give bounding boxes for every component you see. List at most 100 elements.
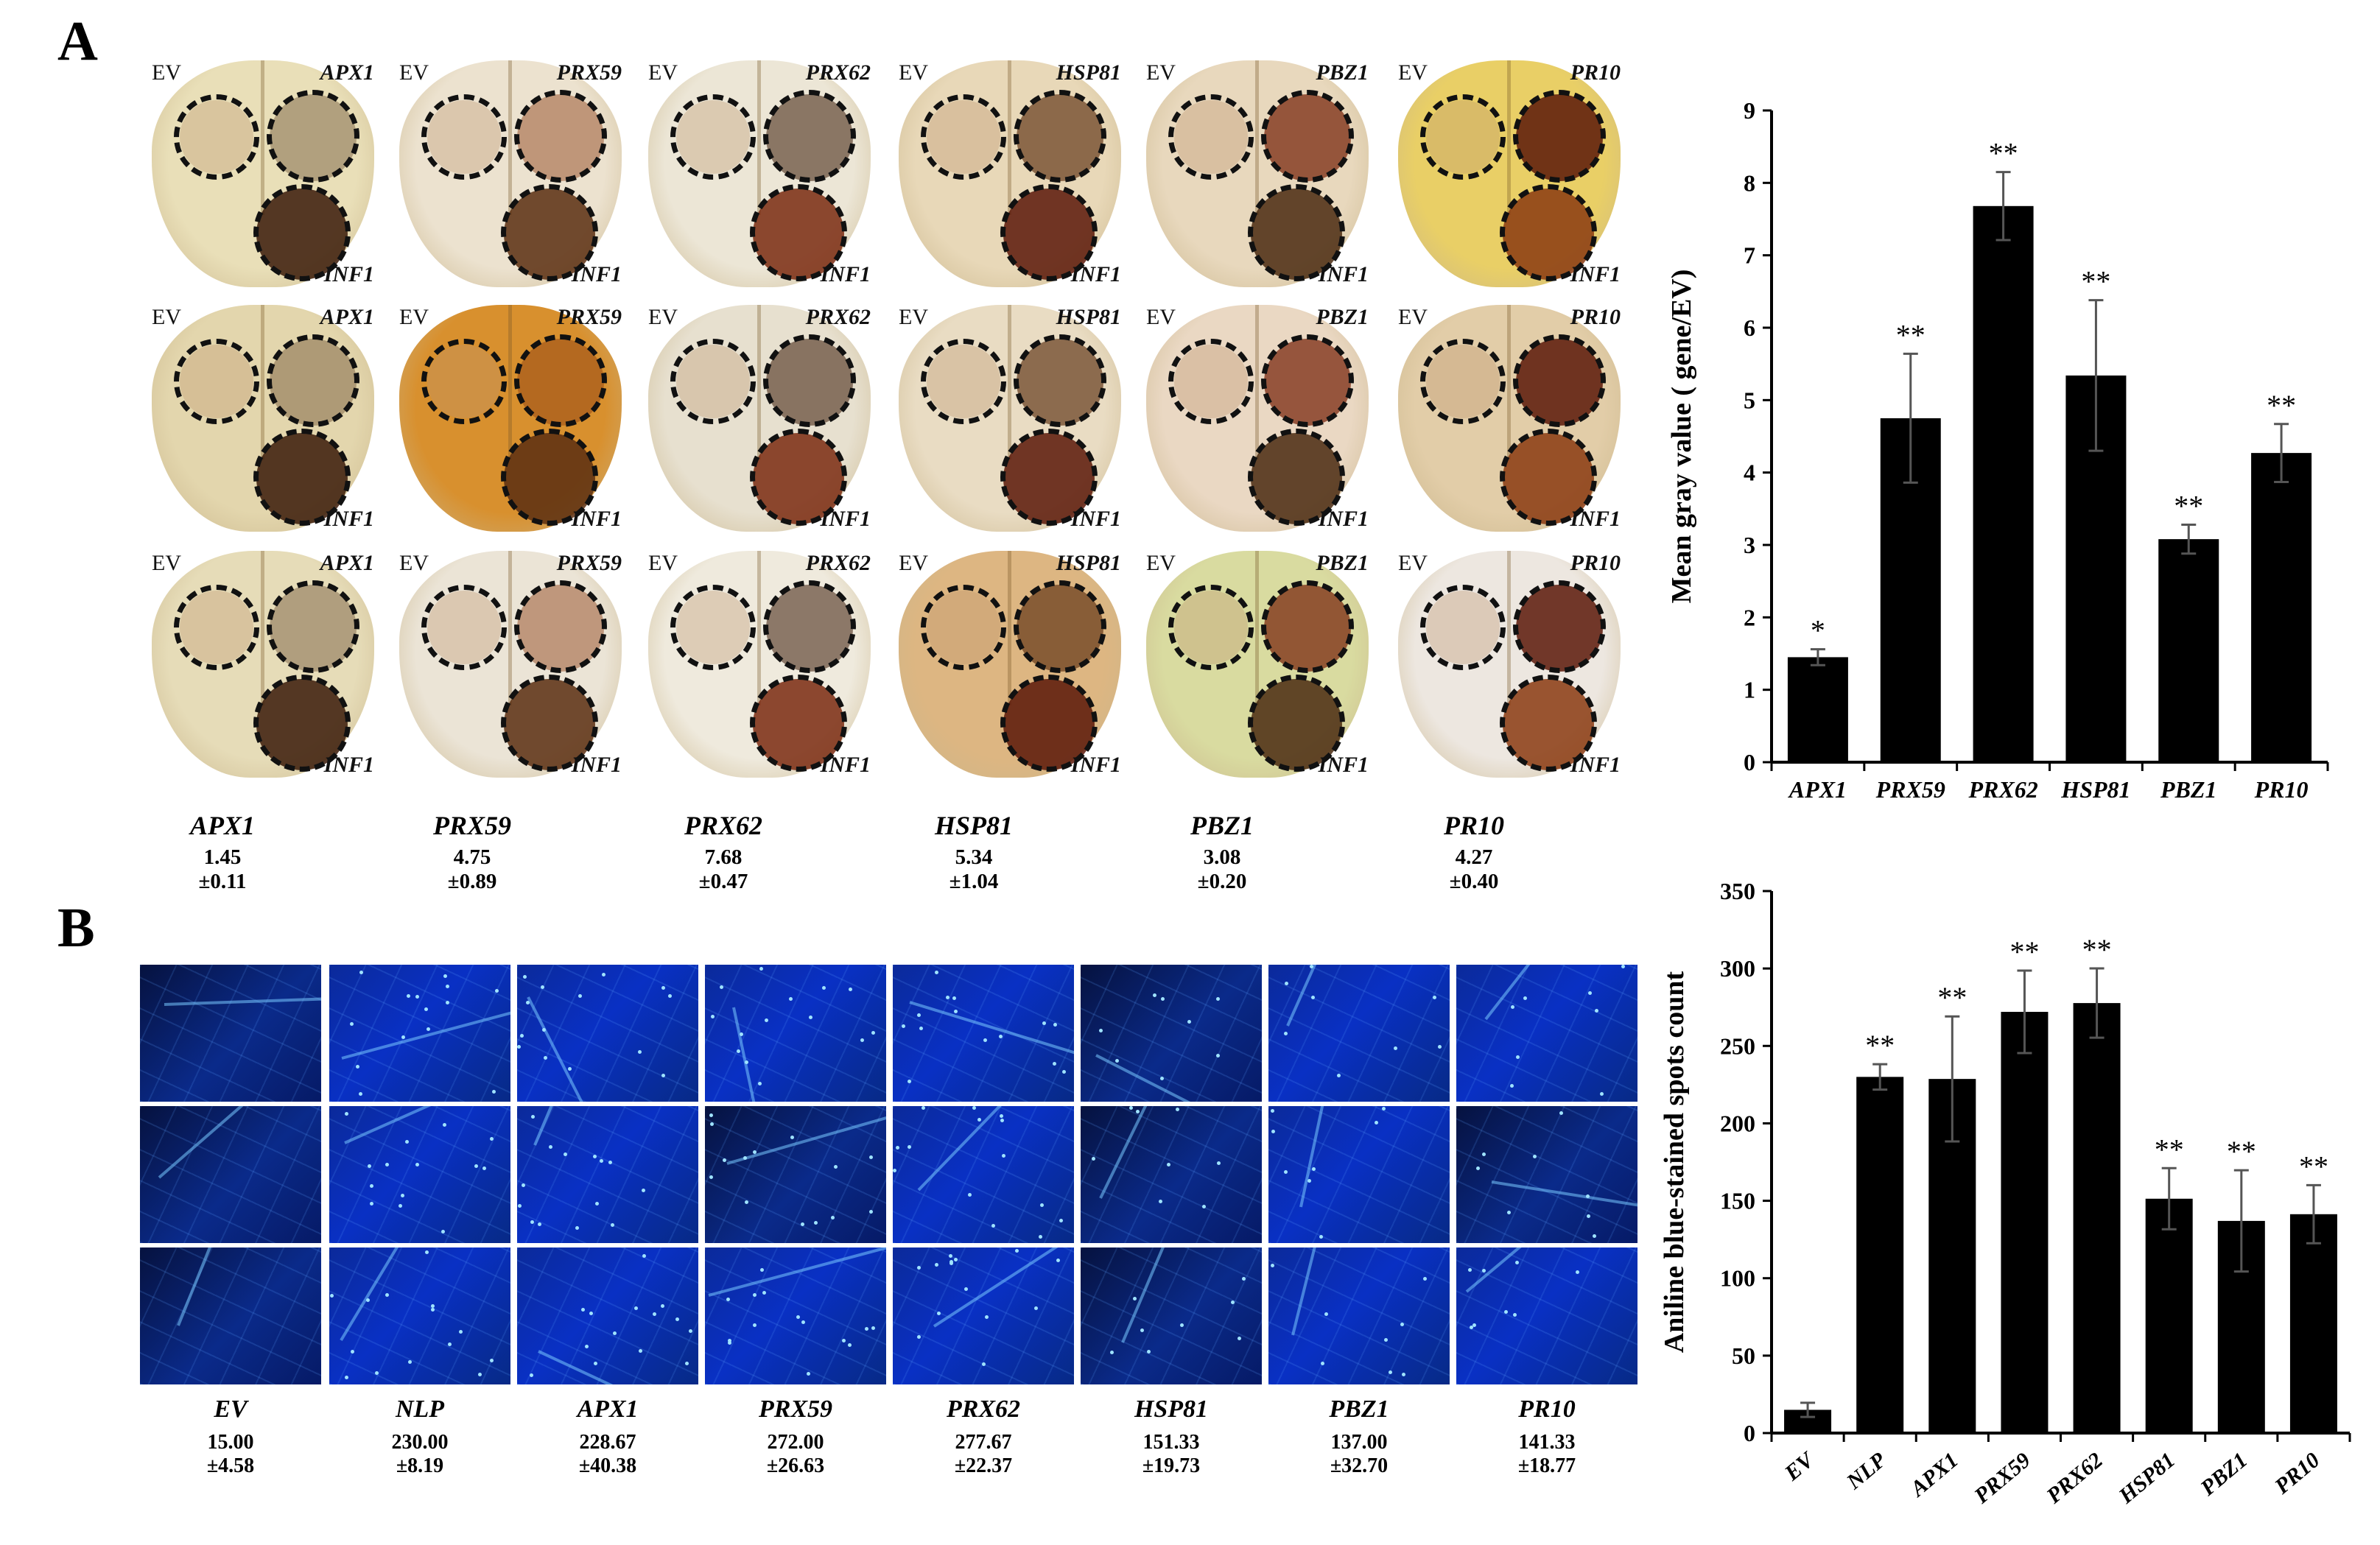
- gene-label: APX1: [320, 551, 374, 575]
- microscopy-image: [1456, 1247, 1637, 1384]
- inf1-infiltration-circle: [1000, 429, 1098, 526]
- callose-spot: [531, 1115, 535, 1119]
- y-tick-label: 5: [1744, 387, 1755, 413]
- callose-spot: [538, 1222, 541, 1226]
- callose-spot: [602, 973, 605, 976]
- gene-infiltration-circle: [1014, 334, 1106, 427]
- leaf-midrib: [1255, 60, 1259, 215]
- y-axis-title: Mean gray value ( gene/EV): [1666, 270, 1697, 604]
- leaf-image: EV APX1 INF1: [144, 300, 382, 536]
- callose-spot: [1515, 1261, 1519, 1264]
- callose-spot: [613, 1331, 617, 1335]
- significance-marker: **: [2081, 265, 2110, 298]
- bar: [2289, 1214, 2337, 1433]
- bar: [2145, 1198, 2193, 1433]
- callose-spot: [745, 1200, 748, 1204]
- callose-spot: [542, 1028, 546, 1032]
- microscopy-image: [517, 1247, 698, 1384]
- microscopy-caption: HSP81 151.33 ±19.73: [1098, 1396, 1245, 1478]
- callose-spot: [1133, 1297, 1137, 1301]
- callose-spot: [908, 1080, 911, 1083]
- callose-spot: [661, 1304, 664, 1308]
- callose-spot: [709, 1175, 713, 1179]
- callose-spot: [949, 1260, 953, 1264]
- inf1-infiltration-circle: [1000, 184, 1098, 281]
- callose-spot: [446, 1001, 449, 1004]
- callose-spot: [1056, 1259, 1060, 1262]
- microscopy-image: [1268, 965, 1450, 1102]
- leaf-image: EV PR10 INF1: [1391, 56, 1628, 292]
- callose-spot: [495, 989, 499, 993]
- callose-spot: [871, 1031, 875, 1035]
- ev-label: EV: [1146, 305, 1176, 329]
- inf1-infiltration-circle: [501, 429, 598, 526]
- callose-spot: [831, 1216, 835, 1220]
- callose-spot: [1053, 1062, 1056, 1066]
- callose-spot: [611, 1223, 614, 1227]
- vein-network: [1081, 1106, 1262, 1243]
- gene-infiltration-circle: [763, 90, 856, 183]
- inf1-infiltration-circle: [253, 675, 351, 772]
- inf1-label: INF1: [323, 262, 374, 286]
- inf1-infiltration-circle: [1500, 184, 1597, 281]
- microscopy-caption: NLP 230.00 ±8.19: [346, 1396, 494, 1478]
- ev-infiltration-circle: [670, 585, 756, 670]
- callose-spot: [896, 1146, 899, 1150]
- leaf-midrib: [1255, 551, 1259, 705]
- y-tick-label: 9: [1744, 97, 1755, 124]
- inf1-infiltration-circle: [750, 184, 847, 281]
- callose-spot: [1231, 1301, 1235, 1304]
- callose-spot: [982, 1362, 986, 1366]
- gray-value-chart: 0 1 2 3 4 5 6 7 8 9 * APX1 ** PRX59 ** PRX62 ** HSP81 ** PB…: [1666, 97, 2329, 803]
- leaf-image: EV PRX62 INF1: [641, 56, 878, 292]
- callose-spot: [1482, 1152, 1486, 1156]
- caption-mean: 141.33: [1518, 1431, 1576, 1454]
- callose-spot: [1042, 1021, 1046, 1025]
- caption-gene: PBZ1: [1190, 811, 1254, 840]
- gene-label: HSP81: [1056, 551, 1121, 575]
- ev-infiltration-circle: [670, 94, 756, 180]
- callose-spot: [919, 1027, 923, 1030]
- leaf-caption: APX1 1.45 ±0.11: [141, 810, 303, 894]
- leaf-midrib: [508, 60, 512, 215]
- inf1-label: INF1: [1570, 753, 1621, 777]
- x-tick-label: PR10: [2254, 776, 2309, 803]
- inf1-label: INF1: [1570, 507, 1621, 531]
- leaf-caption: PRX62 7.68 ±0.47: [642, 810, 804, 894]
- callose-spot: [634, 1306, 638, 1310]
- gene-infiltration-circle: [1014, 580, 1106, 673]
- callose-spot: [1160, 1077, 1164, 1080]
- callose-spot: [1271, 1130, 1275, 1133]
- callose-spot: [530, 1373, 533, 1377]
- callose-spot: [1062, 1070, 1066, 1074]
- y-tick-label: 350: [1720, 878, 1755, 904]
- callose-spot: [848, 1343, 852, 1347]
- caption-mean: 151.33: [1142, 1431, 1200, 1454]
- significance-marker: *: [1811, 614, 1825, 647]
- caption-sd: ±4.58: [206, 1454, 255, 1477]
- callose-spot: [1472, 1323, 1476, 1327]
- callose-spot: [1285, 982, 1288, 985]
- gene-infiltration-circle: [1513, 580, 1606, 673]
- callose-spot: [1384, 1338, 1388, 1342]
- callose-spot: [443, 974, 447, 978]
- callose-spot: [1375, 1121, 1378, 1125]
- caption-sd: ±8.19: [396, 1454, 444, 1477]
- callose-spot: [638, 1050, 642, 1054]
- microscopy-caption: EV 15.00 ±4.58: [157, 1396, 304, 1478]
- ev-label: EV: [1398, 60, 1428, 85]
- callose-spot: [408, 1360, 412, 1364]
- leaf-midrib: [1008, 551, 1011, 705]
- gene-label: PRX59: [556, 60, 622, 85]
- x-tick-label: PBZ1: [2195, 1448, 2252, 1501]
- gene-infiltration-circle: [1513, 90, 1606, 183]
- inf1-infiltration-circle: [253, 184, 351, 281]
- callose-spot: [917, 1266, 921, 1270]
- caption-gene: APX1: [577, 1396, 639, 1423]
- callose-spot: [917, 1335, 921, 1339]
- callose-spot: [1000, 1114, 1003, 1118]
- leaf-image: EV HSP81 INF1: [891, 300, 1128, 536]
- caption-sd: ±19.73: [1142, 1454, 1201, 1477]
- caption-mean: 272.00: [767, 1431, 824, 1454]
- inf1-infiltration-circle: [1500, 429, 1597, 526]
